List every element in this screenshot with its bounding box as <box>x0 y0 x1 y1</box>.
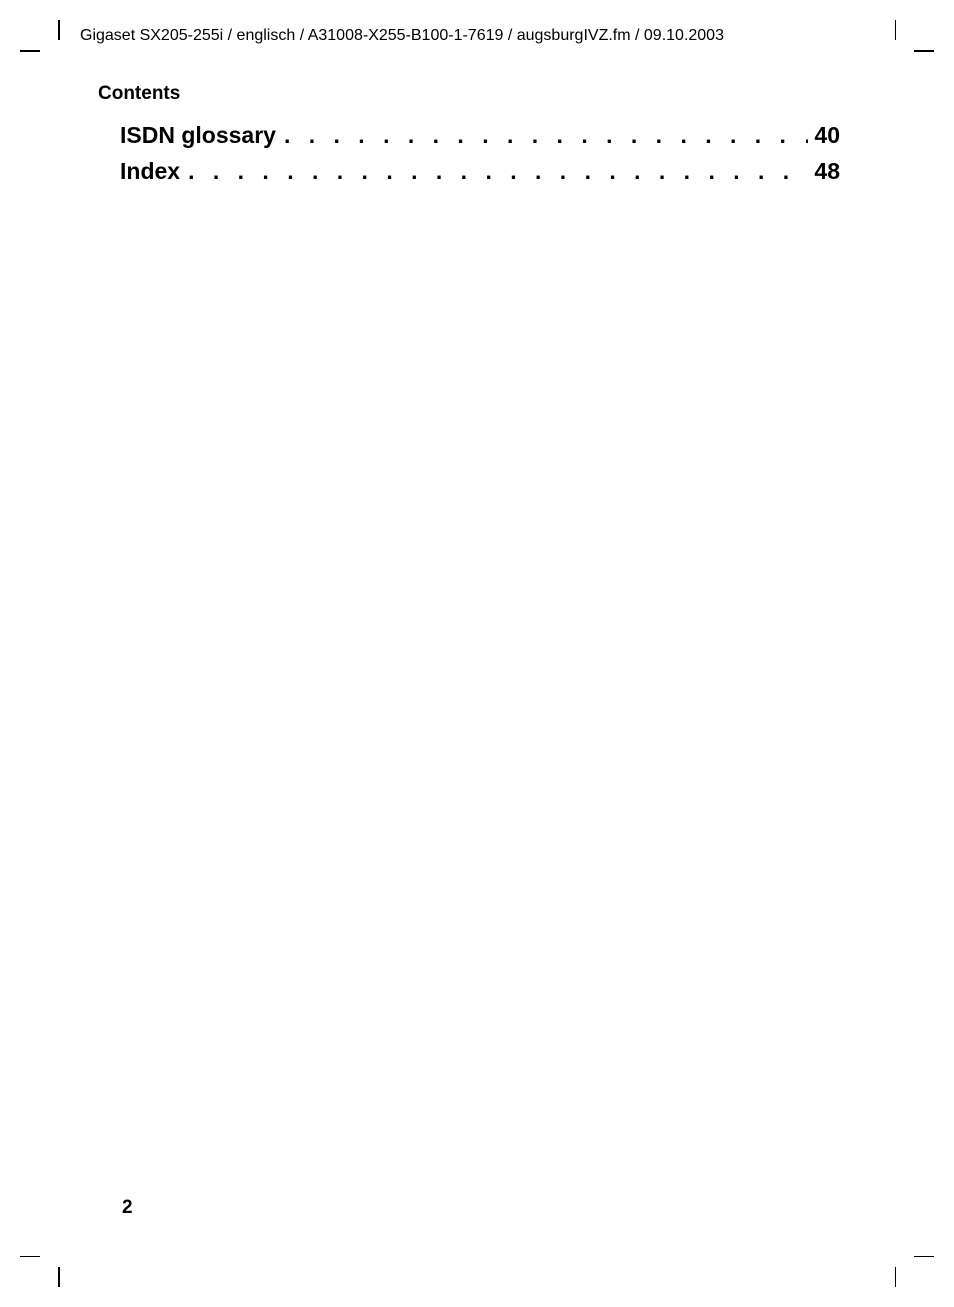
document-header-line: Gigaset SX205-255i / englisch / A31008-X… <box>80 27 894 45</box>
toc-entry[interactable]: ISDN glossary 40 <box>120 118 840 154</box>
toc-entry-page: 40 <box>808 118 840 154</box>
toc-entry-title: ISDN glossary <box>120 118 276 154</box>
contents-heading: Contents <box>98 83 180 105</box>
toc-entry-title: Index <box>120 154 180 190</box>
toc-entry-page: 48 <box>808 154 840 190</box>
toc-leader-dots <box>276 118 808 154</box>
toc-entry[interactable]: Index 48 <box>120 154 840 190</box>
page-number: 2 <box>122 1197 133 1219</box>
toc-leader-dots <box>180 154 808 190</box>
table-of-contents: ISDN glossary 40 Index 48 <box>120 118 840 189</box>
